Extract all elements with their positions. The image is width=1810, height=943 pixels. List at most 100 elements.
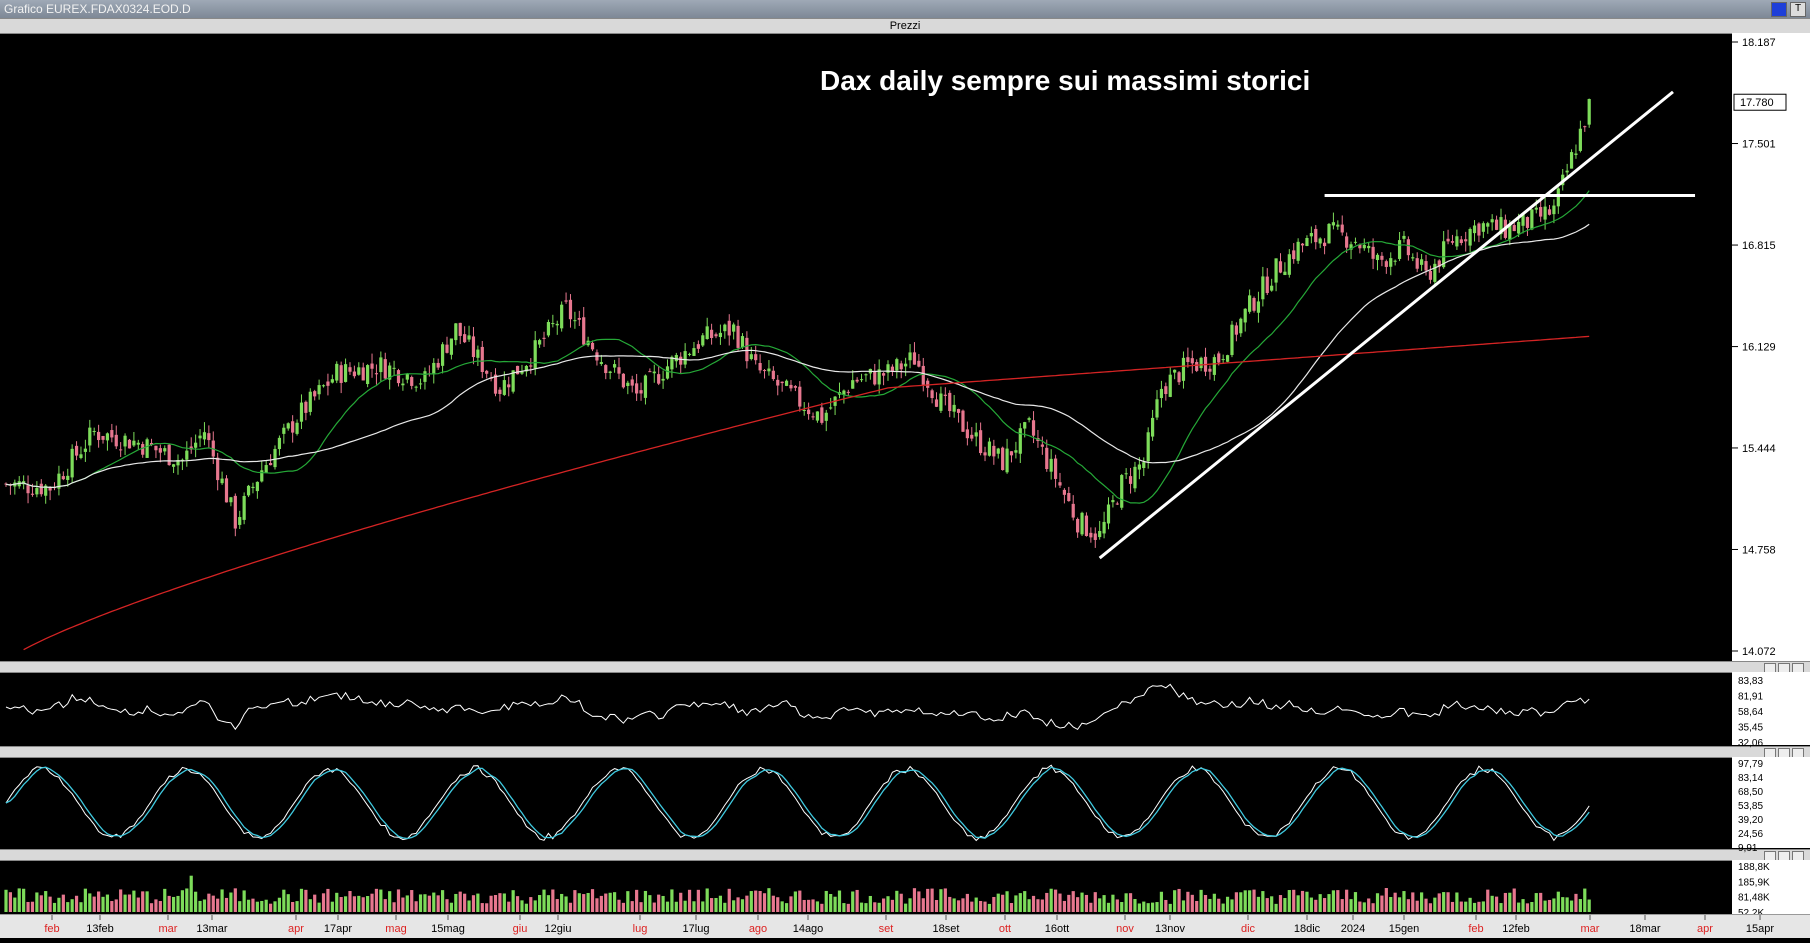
volume-bar bbox=[1512, 888, 1516, 912]
candle-body bbox=[1494, 219, 1499, 230]
time-tick-label: lug bbox=[633, 923, 648, 935]
candle-body bbox=[926, 380, 930, 388]
volume-bar bbox=[1071, 891, 1075, 912]
volume-bar bbox=[1525, 903, 1530, 912]
volume-bar bbox=[189, 875, 193, 912]
candle-body bbox=[264, 465, 268, 473]
time-tick-label: 18set bbox=[933, 923, 960, 935]
volume-bar bbox=[1120, 902, 1124, 912]
volume-bar bbox=[789, 896, 793, 912]
volume-bar bbox=[1305, 891, 1309, 912]
volume-bar bbox=[745, 895, 749, 912]
volume-bar bbox=[1375, 893, 1380, 912]
candle-body bbox=[789, 384, 793, 389]
window-icon[interactable] bbox=[1771, 2, 1787, 17]
candle-body bbox=[1239, 318, 1243, 334]
candle-body bbox=[1556, 188, 1560, 207]
candle-body bbox=[260, 470, 264, 482]
candle-body bbox=[1199, 357, 1203, 369]
candle-body bbox=[374, 373, 379, 375]
volume-bar bbox=[1036, 899, 1040, 912]
candle-body bbox=[824, 412, 828, 421]
candle-body bbox=[754, 354, 758, 361]
candle-body bbox=[987, 441, 992, 456]
candle-body bbox=[1433, 263, 1437, 282]
candle-body bbox=[330, 379, 334, 383]
volume-bar bbox=[1199, 889, 1203, 912]
volume-bar bbox=[273, 901, 277, 912]
candle-body bbox=[436, 362, 440, 368]
candle-body bbox=[4, 483, 8, 485]
volume-bar bbox=[1499, 903, 1503, 912]
volume-bar bbox=[185, 888, 189, 912]
volume-bar bbox=[1424, 898, 1428, 912]
volume-bar bbox=[1181, 900, 1186, 912]
candle-body bbox=[238, 517, 242, 525]
window-menu-button[interactable]: T bbox=[1790, 2, 1806, 17]
volume-bar bbox=[374, 888, 379, 912]
candle-body bbox=[1256, 301, 1261, 313]
volume-bar bbox=[749, 891, 753, 912]
volume-bar bbox=[1446, 892, 1450, 912]
volume-bar bbox=[366, 896, 370, 912]
volume-bar bbox=[908, 898, 912, 912]
time-tick-label: 13feb bbox=[86, 923, 114, 935]
volume-bar bbox=[718, 895, 723, 912]
volume-bar bbox=[930, 888, 934, 912]
candle-body bbox=[692, 348, 696, 356]
volume-bar bbox=[123, 894, 127, 912]
candle-body bbox=[418, 383, 423, 385]
candle-body bbox=[335, 363, 339, 381]
volume-bar bbox=[1331, 890, 1336, 912]
volume-bar bbox=[1358, 901, 1362, 912]
candle-body bbox=[1018, 428, 1022, 454]
candle-body bbox=[749, 354, 753, 360]
candle-body bbox=[643, 375, 648, 398]
volume-bar bbox=[630, 901, 634, 912]
candle-body bbox=[1049, 458, 1053, 472]
candle-body bbox=[1080, 512, 1084, 535]
candle-body bbox=[705, 326, 709, 339]
candle-body bbox=[498, 389, 502, 395]
price-tick-label: 15.444 bbox=[1742, 443, 1776, 455]
time-tick-label: apr bbox=[1697, 923, 1713, 935]
candle-body bbox=[463, 334, 467, 343]
volume-bar bbox=[119, 889, 123, 912]
volume-bar bbox=[864, 903, 868, 912]
volume-bar bbox=[198, 900, 202, 912]
candle-body bbox=[1133, 466, 1137, 489]
candle-body bbox=[445, 344, 449, 353]
candle-body bbox=[1252, 298, 1256, 311]
candle-body bbox=[1446, 238, 1450, 242]
volume-bar bbox=[604, 893, 608, 912]
candle-body bbox=[1415, 258, 1419, 269]
volume-axis-background bbox=[1732, 860, 1810, 914]
candle-body bbox=[410, 377, 414, 386]
volume-bar bbox=[533, 900, 537, 912]
volume-bar bbox=[599, 895, 603, 912]
volume-bar bbox=[1089, 902, 1093, 912]
volume-bar bbox=[410, 890, 414, 912]
candle-body bbox=[1322, 242, 1327, 247]
rsi-tick-label: 81,91 bbox=[1738, 692, 1763, 703]
candle-body bbox=[1490, 219, 1494, 223]
candle-body bbox=[1437, 260, 1441, 267]
candle-body bbox=[1137, 464, 1141, 470]
volume-bar bbox=[635, 889, 639, 912]
time-tick-label: 14ago bbox=[793, 923, 824, 935]
volume-bar bbox=[934, 900, 939, 912]
candle-body bbox=[92, 430, 96, 432]
volume-bar bbox=[1270, 896, 1274, 912]
candle-body bbox=[123, 435, 127, 447]
candle-body bbox=[1318, 238, 1322, 244]
volume-bar bbox=[859, 902, 864, 912]
volume-bar bbox=[277, 897, 282, 912]
candle-body bbox=[1225, 355, 1230, 362]
candle-body bbox=[30, 493, 35, 495]
candle-body bbox=[1477, 223, 1481, 236]
volume-bar bbox=[321, 893, 326, 912]
volume-bar bbox=[1102, 895, 1106, 912]
candle-body bbox=[723, 324, 727, 332]
candle-body bbox=[1353, 241, 1358, 243]
